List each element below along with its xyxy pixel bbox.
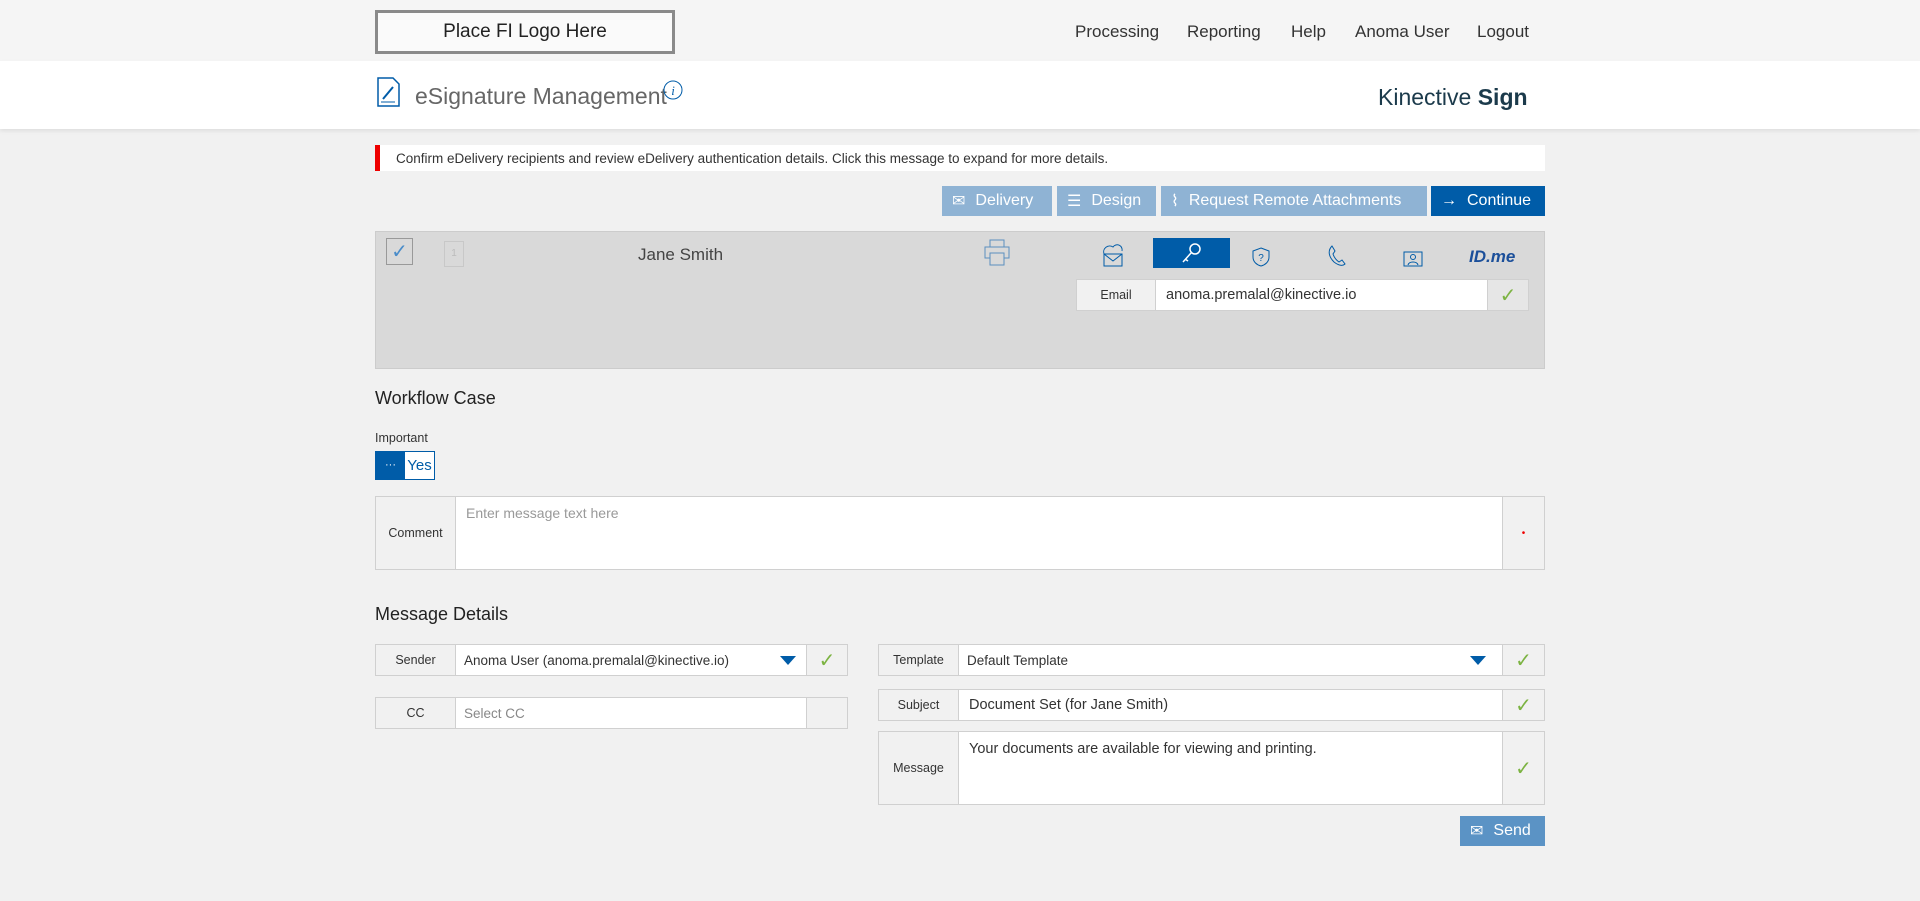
fi-logo-placeholder: Place FI Logo Here: [375, 10, 675, 54]
important-toggle[interactable]: ··· Yes: [375, 451, 435, 480]
check-icon: ✓: [1502, 689, 1545, 721]
check-icon: ✓: [1487, 279, 1529, 311]
top-bar: [0, 0, 1920, 61]
recipient-checkbox[interactable]: ✓: [386, 238, 413, 265]
check-icon: ✓: [1502, 731, 1545, 805]
continue-button[interactable]: → Continue: [1431, 186, 1545, 216]
svg-text:?: ?: [1258, 253, 1264, 264]
template-label: Template: [878, 644, 959, 676]
send-button[interactable]: ✉ Send: [1460, 816, 1545, 846]
auth-email-label: Email: [1076, 279, 1156, 311]
printer-icon[interactable]: [984, 239, 1010, 267]
page-title: eSignature Management: [415, 83, 667, 109]
design-button[interactable]: ☰ Design: [1057, 186, 1156, 216]
comment-label: Comment: [375, 496, 456, 570]
cloud-phone-icon[interactable]: [1324, 240, 1350, 268]
subject-input[interactable]: Document Set (for Jane Smith): [958, 689, 1503, 721]
message-label: Message: [878, 731, 959, 805]
document-count-icon: 1: [444, 241, 464, 267]
info-icon[interactable]: i: [663, 80, 683, 100]
sender-label: Sender: [375, 644, 456, 676]
important-label: Important: [375, 431, 428, 445]
toggle-yes-option[interactable]: Yes: [407, 457, 432, 474]
cloud-mail-icon: ✉: [1470, 823, 1484, 840]
cloud-key-auth-tab-active[interactable]: [1153, 238, 1230, 268]
chevron-down-icon: [780, 655, 796, 665]
cloud-mail-icon: ✉: [952, 193, 966, 210]
template-select[interactable]: Default Template: [958, 644, 1503, 676]
request-remote-attachments-button[interactable]: ⌇ Request Remote Attachments: [1161, 186, 1427, 216]
check-icon: ✓: [806, 644, 848, 676]
cc-label: CC: [375, 697, 456, 729]
toggle-off-option[interactable]: ···: [376, 452, 405, 479]
arrow-right-icon: →: [1441, 192, 1457, 209]
cloud-shield-question-icon[interactable]: ?: [1248, 240, 1274, 268]
cloud-email-auth-icon[interactable]: [1100, 242, 1126, 268]
subject-label: Subject: [878, 689, 959, 721]
list-document-icon: ☰: [1067, 193, 1082, 210]
workflow-case-heading: Workflow Case: [375, 388, 496, 408]
recipient-name: Jane Smith: [638, 245, 724, 264]
brand-logo: Kinective Sign: [1378, 84, 1528, 110]
delivery-button[interactable]: ✉ Delivery: [942, 186, 1052, 216]
cc-status: [806, 697, 848, 729]
cloud-id-card-icon[interactable]: [1400, 240, 1426, 268]
check-icon: ✓: [1502, 644, 1545, 676]
alert-message[interactable]: Confirm eDelivery recipients and review …: [375, 145, 1545, 171]
sender-select[interactable]: Anoma User (anoma.premalal@kinective.io): [455, 644, 807, 676]
message-textarea[interactable]: Your documents are available for viewing…: [958, 731, 1503, 805]
cc-select[interactable]: Select CC: [455, 697, 807, 729]
comment-textarea[interactable]: Enter message text here: [455, 496, 1503, 570]
page-header: [0, 61, 1920, 129]
required-indicator: •: [1502, 496, 1545, 570]
svg-text:i: i: [671, 83, 675, 98]
nav-help[interactable]: Help: [1291, 22, 1326, 41]
esignature-document-icon: [377, 77, 400, 107]
nav-reporting[interactable]: Reporting: [1187, 22, 1261, 41]
nav-processing[interactable]: Processing: [1075, 22, 1160, 41]
nav-logout[interactable]: Logout: [1477, 22, 1529, 41]
cloud-key-icon: [1182, 243, 1201, 263]
idme-auth-option[interactable]: ID.me: [1469, 247, 1516, 266]
message-details-heading: Message Details: [375, 604, 509, 624]
nav-user[interactable]: Anoma User: [1355, 22, 1450, 41]
auth-email-input[interactable]: anoma.premalal@kinective.io: [1155, 279, 1488, 311]
paperclip-icon: ⌇: [1171, 193, 1179, 210]
chevron-down-icon: [1470, 655, 1486, 665]
